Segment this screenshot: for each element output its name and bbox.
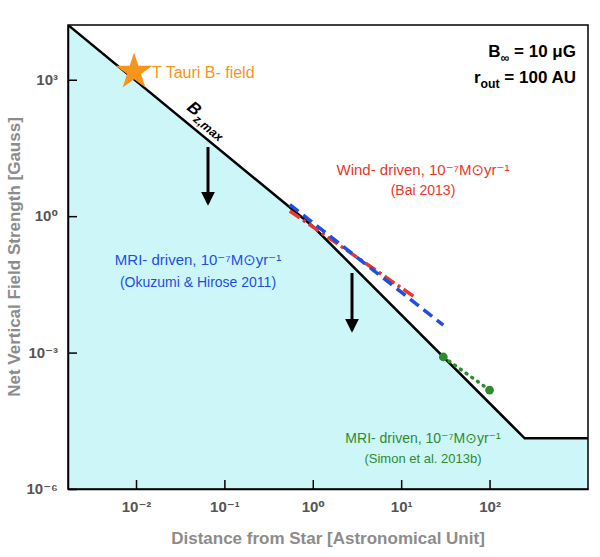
- tick-label: 10²: [479, 498, 501, 515]
- tick-mark: [401, 480, 403, 489]
- tick-mark: [224, 480, 226, 489]
- subscript: ∞: [501, 51, 510, 65]
- series-label: Bz,max: [181, 97, 232, 145]
- tick-label: 10⁻¹: [210, 498, 240, 515]
- tick: 10⁻¹: [210, 480, 240, 515]
- line: [290, 205, 444, 326]
- y-axis-title: Net Vertical Field Strength [Gauss]: [5, 117, 24, 397]
- marks: [68, 25, 588, 489]
- plot: 10⁻² 10⁻¹ 10⁰ 10¹ 10² 10⁻⁶ 10⁻³ 10⁰ 10³ Distance …: [5, 25, 589, 548]
- tick-mark: [68, 352, 77, 354]
- annotation: (Bai 2013): [391, 182, 456, 198]
- tick-mark: [489, 480, 491, 489]
- subscript: out: [481, 77, 500, 91]
- line: [443, 357, 489, 390]
- x-axis-title: Distance from Star [Astronomical Unit]: [171, 529, 485, 548]
- x-axis: 10⁻² 10⁻¹ 10⁰ 10¹ 10²: [69, 480, 589, 515]
- tick: 10⁰: [302, 480, 325, 515]
- line: [68, 25, 588, 438]
- axis-line: [69, 489, 589, 491]
- subscript: z,max: [190, 111, 227, 145]
- axis-line: [68, 26, 70, 490]
- tick-label: 10⁻³: [28, 344, 58, 361]
- series-label: MRI- driven, 10⁻⁷M⊙yr⁻¹: [115, 251, 281, 268]
- tick: 10¹: [391, 480, 413, 515]
- tick: 10³: [36, 71, 77, 88]
- tick-label: 10⁰: [35, 207, 58, 224]
- series-label: T Tauri B- field: [152, 64, 255, 81]
- tick: 10²: [479, 480, 501, 515]
- tick: 10⁻⁶: [26, 480, 77, 497]
- arrow: [351, 273, 354, 330]
- tick-mark: [136, 480, 138, 489]
- tick-label: 10⁻⁶: [26, 480, 58, 497]
- series-label: MRI- driven, 10⁻⁷M⊙yr⁻¹: [345, 430, 501, 446]
- tick-mark: [313, 480, 315, 489]
- tick: 10⁰: [35, 207, 77, 224]
- annotation: rout = 100 AU: [474, 68, 576, 91]
- tick-label: 10⁻²: [122, 498, 152, 515]
- annotation: (Simon et al. 2013b): [364, 451, 481, 466]
- tick-label: 10⁰: [302, 498, 325, 515]
- marker: [439, 353, 448, 362]
- annotation: B∞ = 10 μG: [488, 42, 576, 65]
- arrow: [207, 147, 210, 203]
- tick: 10⁻³: [28, 344, 77, 361]
- tick: 10⁻²: [122, 480, 152, 515]
- chart: 10⁻² 10⁻¹ 10⁰ 10¹ 10² 10⁻⁶ 10⁻³ 10⁰ 10³ Distance …: [0, 0, 600, 557]
- frame: [68, 25, 588, 489]
- area: [68, 25, 588, 489]
- text-part: = 100 AU: [500, 68, 576, 87]
- marker: [485, 386, 494, 395]
- marker: [116, 52, 153, 87]
- tick-mark: [68, 489, 77, 491]
- series-label: Wind- driven, 10⁻⁷M⊙yr⁻¹: [336, 161, 509, 178]
- text-part: = 10 μG: [509, 42, 576, 61]
- tick-label: 10³: [36, 71, 58, 88]
- text-part: B: [488, 42, 500, 61]
- tick-mark: [68, 80, 77, 82]
- annotation: (Okuzumi & Hirose 2011): [120, 274, 276, 290]
- tick-mark: [68, 216, 77, 218]
- y-axis: 10⁻⁶ 10⁻³ 10⁰ 10³: [26, 26, 77, 498]
- tick-label: 10¹: [391, 498, 413, 515]
